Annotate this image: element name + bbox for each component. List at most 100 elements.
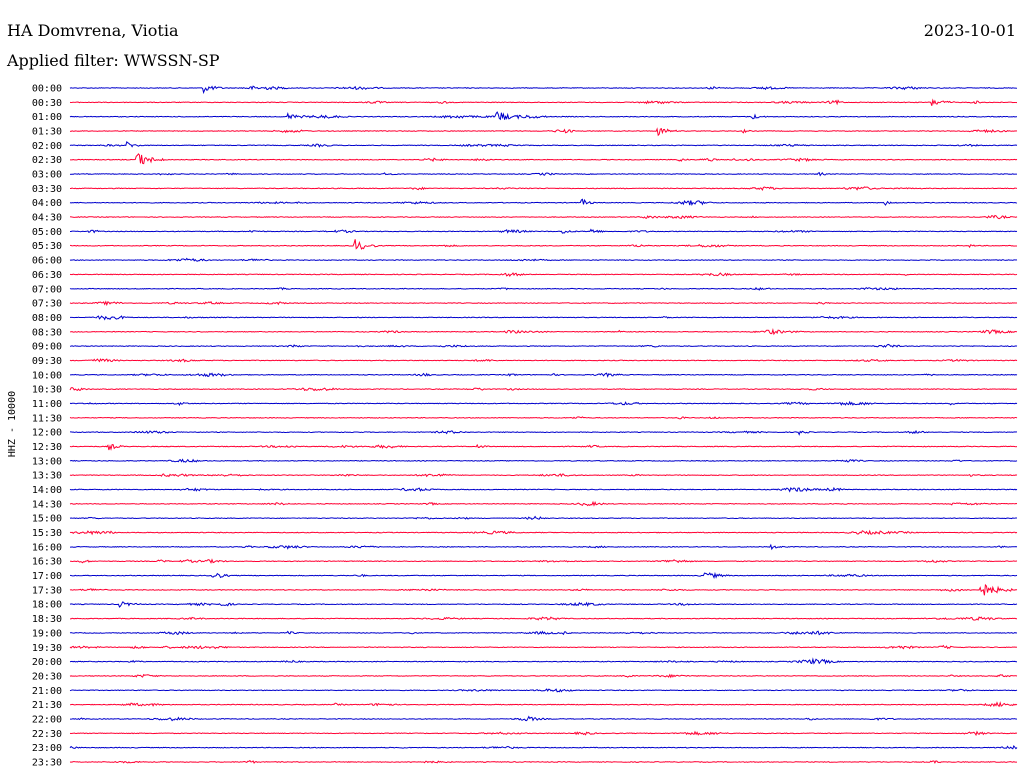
time-tick-label: 19:00: [32, 628, 62, 639]
traces-group: 00:00 00:30 01:00 01:30 02:00 02:30 03:00 03:30…: [32, 84, 1018, 768]
time-tick-label: 01:00: [32, 112, 62, 123]
time-tick-label: 05:30: [32, 241, 62, 252]
seismic-trace: [69, 214, 1018, 220]
time-tick-label: 20:00: [32, 657, 62, 668]
seismic-trace: [69, 416, 1018, 420]
seismic-trace: [69, 328, 1018, 336]
seismic-trace: [69, 257, 1018, 262]
time-tick-label: 10:30: [32, 385, 62, 396]
time-tick-label: 04:30: [32, 213, 62, 224]
time-tick-label: 14:00: [32, 485, 62, 496]
seismic-trace: [69, 601, 1018, 608]
seismic-trace: [69, 272, 1018, 278]
time-tick-label: 18:30: [32, 614, 62, 625]
time-tick-label: 00:00: [32, 84, 62, 95]
time-tick-label: 21:30: [32, 700, 62, 711]
seismic-trace: [69, 228, 1018, 234]
filter-label: Applied filter: WWSSN-SP: [7, 51, 220, 70]
seismic-trace: [69, 657, 1018, 665]
seismic-trace: [69, 198, 1018, 206]
seismic-trace: [69, 515, 1018, 521]
time-tick-label: 05:00: [32, 227, 62, 238]
seismic-trace: [69, 558, 1018, 564]
time-tick-label: 23:00: [32, 743, 62, 754]
time-tick-label: 10:00: [32, 370, 62, 381]
seismic-trace: [69, 673, 1018, 679]
seismic-trace: [69, 300, 1018, 307]
seismic-trace: [69, 616, 1018, 621]
seismic-trace: [69, 239, 1018, 250]
seismic-trace: [69, 688, 1018, 693]
seismic-trace: [69, 529, 1018, 536]
time-tick-label: 07:00: [32, 284, 62, 295]
seismic-trace: [69, 358, 1018, 363]
time-tick-label: 03:00: [32, 170, 62, 181]
time-tick-label: 17:00: [32, 571, 62, 582]
station-title: HA Domvrena, Viotia: [7, 21, 179, 40]
seismic-trace: [69, 583, 1018, 596]
seismic-trace: [69, 443, 1018, 451]
time-tick-label: 15:30: [32, 528, 62, 539]
seismic-trace: [69, 286, 1018, 291]
seismic-trace: [69, 701, 1018, 708]
seismic-trace: [69, 400, 1018, 407]
seismic-trace: [69, 715, 1018, 722]
time-tick-label: 23:30: [32, 757, 62, 768]
seismic-trace: [69, 171, 1018, 177]
time-tick-label: 20:30: [32, 671, 62, 682]
time-tick-label: 21:00: [32, 686, 62, 697]
seismic-trace: [69, 500, 1018, 507]
time-tick-label: 06:30: [32, 270, 62, 281]
seismic-trace: [70, 429, 1018, 436]
time-tick-label: 22:30: [32, 729, 62, 740]
seismic-trace: [69, 127, 1018, 137]
time-tick-label: 00:30: [32, 98, 62, 109]
seismic-trace: [69, 759, 1018, 764]
seismic-trace: [69, 98, 1018, 106]
seismic-trace: [69, 315, 1018, 321]
seismic-trace: [69, 473, 1018, 478]
time-tick-label: 01:30: [32, 127, 62, 138]
record-date: 2023-10-01: [923, 21, 1016, 40]
seismic-trace: [69, 486, 1018, 493]
seismic-trace: [69, 730, 1018, 737]
time-tick-label: 13:00: [32, 456, 62, 467]
time-tick-label: 08:00: [32, 313, 62, 324]
time-tick-label: 06:00: [32, 256, 62, 267]
seismic-trace: [69, 387, 1018, 392]
y-axis-label: HHZ - 10000: [7, 391, 18, 457]
time-tick-label: 12:00: [32, 428, 62, 439]
time-tick-label: 07:30: [32, 299, 62, 310]
time-tick-label: 12:30: [32, 442, 62, 453]
time-tick-label: 19:30: [32, 643, 62, 654]
time-tick-label: 16:00: [32, 542, 62, 553]
seismic-trace: [69, 140, 1018, 148]
seismic-trace: [69, 372, 1018, 378]
seismic-trace: [69, 571, 1018, 580]
time-tick-label: 13:30: [32, 471, 62, 482]
time-tick-label: 11:00: [32, 399, 62, 410]
time-tick-label: 02:00: [32, 141, 62, 152]
time-tick-label: 15:00: [32, 514, 62, 525]
time-tick-label: 11:30: [32, 413, 62, 424]
time-tick-label: 08:30: [32, 327, 62, 338]
time-tick-label: 16:30: [32, 557, 62, 568]
time-tick-label: 03:30: [32, 184, 62, 195]
seismic-trace: [69, 111, 1018, 121]
seismic-trace: [69, 644, 1018, 650]
seismic-trace: [70, 153, 1018, 165]
seismic-trace: [69, 186, 1018, 191]
seismic-trace: [69, 543, 1018, 551]
seismic-trace: [69, 630, 1018, 636]
time-tick-label: 09:30: [32, 356, 62, 367]
seismic-trace: [69, 458, 1018, 463]
time-tick-label: 14:30: [32, 499, 62, 510]
time-tick-label: 22:00: [32, 714, 62, 725]
time-tick-label: 18:00: [32, 600, 62, 611]
time-tick-label: 17:30: [32, 585, 62, 596]
seismic-trace: [69, 343, 1018, 348]
time-tick-label: 04:00: [32, 198, 62, 209]
seismic-trace: [69, 85, 1018, 95]
time-tick-label: 02:30: [32, 155, 62, 166]
